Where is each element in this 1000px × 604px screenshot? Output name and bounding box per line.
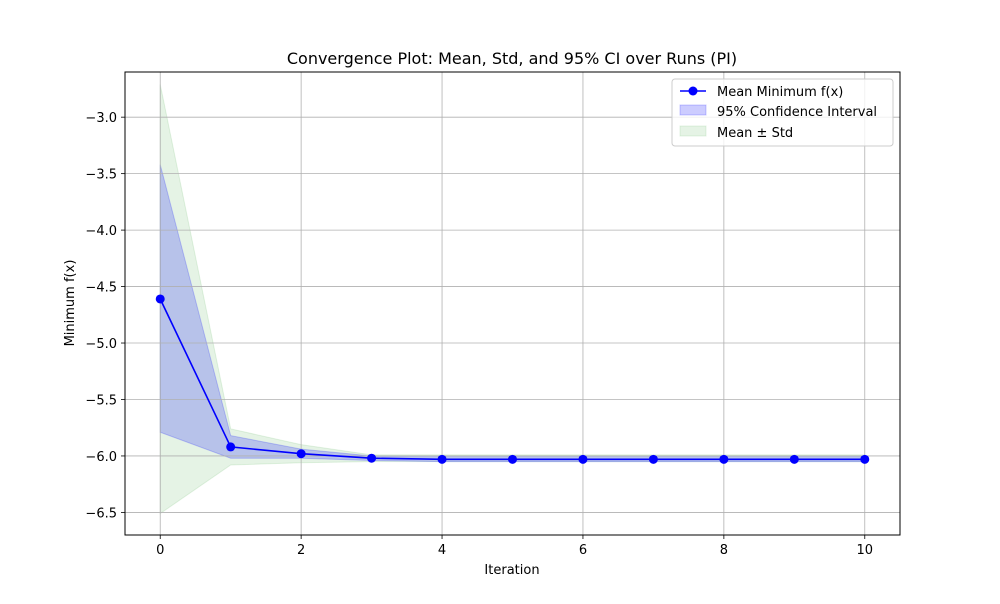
legend-label-mean: Mean Minimum f(x): [717, 85, 843, 100]
x-tick-label: 6: [579, 543, 587, 558]
plot-area-frame: [124, 71, 901, 536]
mean-point: [155, 294, 165, 304]
x-axis-label: Iteration: [484, 563, 539, 578]
y-tick-label: −4.5: [85, 281, 117, 296]
legend-ci-swatch: [679, 104, 707, 116]
mean-point: [860, 454, 870, 464]
mean-point: [578, 454, 588, 464]
y-tick-label: −6.5: [85, 506, 117, 521]
chart-title: Convergence Plot: Mean, Std, and 95% CI …: [287, 49, 737, 68]
x-tick-label: 4: [438, 543, 446, 558]
x-tick-label: 0: [156, 543, 164, 558]
y-tick-label: −3.0: [85, 111, 117, 126]
y-tick-label: −6.0: [85, 450, 117, 465]
mean-point: [789, 454, 799, 464]
x-tick-label: 8: [720, 543, 728, 558]
y-tick-label: −4.0: [85, 224, 117, 239]
legend-label-ci: 95% Confidence Interval: [717, 105, 877, 120]
series-lines: [155, 294, 870, 464]
y-axis-ticks: −3.0 −3.5 −4.0 −4.5 −5.0 −5.5 −6.0 −6.5: [85, 111, 125, 521]
x-axis-ticks: 0 2 4 6 8 10: [156, 535, 873, 558]
y-tick-label: −5.5: [85, 393, 117, 408]
mean-point: [719, 454, 729, 464]
mean-point: [437, 454, 447, 464]
mean-point: [508, 454, 517, 464]
legend-label-std: Mean ± Std: [717, 126, 793, 141]
x-tick-label: 2: [297, 543, 305, 558]
y-tick-label: −3.5: [85, 168, 117, 183]
mean-point: [367, 453, 377, 463]
x-tick-label: 10: [856, 543, 873, 558]
legend-std-swatch: [679, 125, 707, 137]
y-axis-label: Minimum f(x): [63, 260, 78, 347]
legend: Mean Minimum f(x) 95% Confidence Interva…: [671, 78, 894, 147]
legend-marker-swatch: [688, 86, 698, 96]
mean-point: [226, 442, 236, 452]
mean-point: [648, 454, 658, 464]
legend-frame: [671, 78, 894, 147]
y-tick-label: −5.0: [85, 337, 117, 352]
mean-point: [296, 449, 306, 459]
